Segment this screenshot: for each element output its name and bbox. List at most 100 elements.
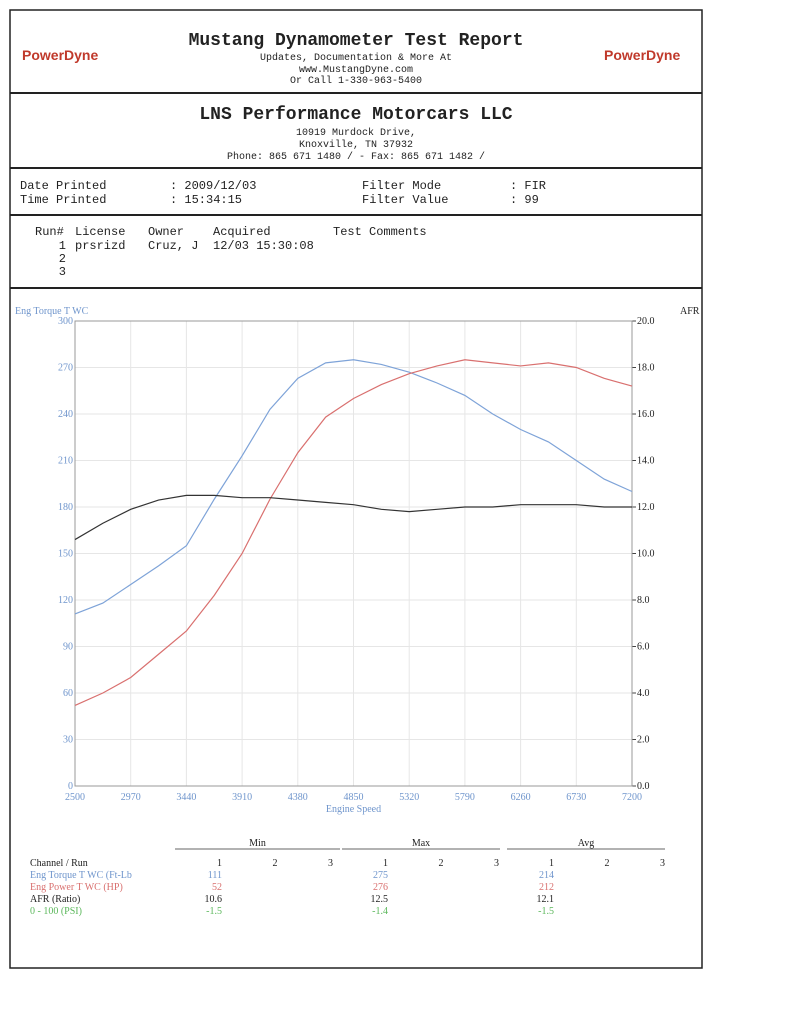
channel-value: 275 — [373, 870, 388, 881]
header-line: Or Call 1-330-963-5400 — [290, 75, 422, 87]
x-tick-label: 4850 — [344, 792, 364, 803]
run-number: 3 — [328, 858, 333, 869]
column-header: Run# — [35, 225, 64, 239]
y2-tick-label: 20.0 — [637, 316, 655, 327]
series-line — [74, 359, 633, 706]
series-line — [74, 494, 632, 541]
y2-tick-label: 2.0 — [637, 735, 650, 746]
y2-tick-label: 4.0 — [637, 688, 650, 699]
shop-name: LNS Performance Motorcars LLC — [199, 105, 512, 125]
run-number: 3 — [494, 858, 499, 869]
y-axis-label: Eng Torque T WC — [15, 306, 89, 317]
group-header: Min — [249, 838, 266, 849]
run-number: 2 — [439, 858, 444, 869]
logo: PowerDyne — [604, 47, 680, 63]
channel-name: Eng Power T WC (HP) — [30, 882, 123, 893]
page-border — [9, 9, 703, 969]
column-header: Test Comments — [333, 225, 427, 239]
shop-line: Knoxville, TN 37932 — [299, 139, 413, 151]
x-tick-label: 3910 — [232, 792, 252, 803]
x-tick-label: 7200 — [622, 792, 642, 803]
y-tick-label: 30 — [63, 735, 73, 746]
column-header: License — [75, 225, 125, 239]
channel-name: AFR (Ratio) — [30, 894, 80, 905]
run-number: 1 — [217, 858, 222, 869]
run-cell: 12/03 15:30:08 — [213, 239, 314, 253]
x-axis-label: Engine Speed — [326, 804, 381, 815]
y-tick-label: 210 — [58, 456, 73, 467]
x-tick-label: 5790 — [455, 792, 475, 803]
run-cell: Cruz, J — [148, 239, 198, 253]
y-tick-label: 0 — [68, 781, 73, 792]
y2-tick-label: 12.0 — [637, 502, 655, 513]
label: Date Printed — [20, 179, 106, 193]
y2-tick-label: 16.0 — [637, 409, 655, 420]
channel-value: 111 — [208, 870, 222, 881]
run-number: 1 — [383, 858, 388, 869]
channel-name: 0 - 100 (PSI) — [30, 906, 82, 917]
x-tick-label: 2500 — [65, 792, 85, 803]
plot-frame — [74, 320, 633, 787]
run-cell: 3 — [59, 265, 66, 279]
y-tick-label: 60 — [63, 688, 73, 699]
channel-value: 212 — [539, 882, 554, 893]
channel-value: -1.4 — [372, 906, 388, 917]
y2-tick-label: 8.0 — [637, 595, 650, 606]
y-tick-label: 120 — [58, 595, 73, 606]
header-line: www.MustangDyne.com — [299, 65, 413, 76]
y2-tick-label: 0.0 — [637, 781, 650, 792]
run-cell: 2 — [59, 252, 66, 266]
channel-value: 12.5 — [371, 894, 389, 905]
channel-value: -1.5 — [538, 906, 554, 917]
group-header: Max — [412, 838, 430, 849]
channel-name: Eng Torque T WC (Ft-Lb — [30, 870, 132, 881]
shop-line: Phone: 865 671 1480 / - Fax: 865 671 148… — [227, 151, 485, 163]
x-tick-label: 6260 — [511, 792, 531, 803]
label: Filter Value — [362, 193, 448, 207]
y2-tick-label: 14.0 — [637, 456, 655, 467]
value: : 15:34:15 — [170, 193, 242, 207]
channel-value: 12.1 — [537, 894, 555, 905]
channel-value: 10.6 — [205, 894, 223, 905]
y-tick-label: 300 — [58, 316, 73, 327]
y2-axis-label: AFR — [680, 306, 700, 317]
run-cell: prsrizd — [75, 239, 125, 253]
y2-tick-label: 6.0 — [637, 642, 650, 653]
column-header: Owner — [148, 225, 184, 239]
x-tick-label: 3440 — [176, 792, 196, 803]
run-cell: 1 — [59, 239, 66, 253]
column-header: Acquired — [213, 225, 271, 239]
shop-line: 10919 Murdock Drive, — [296, 127, 416, 139]
y2-tick-label: 10.0 — [637, 549, 655, 560]
channel-value: 214 — [539, 870, 554, 881]
y-tick-label: 180 — [58, 502, 73, 513]
y2-tick-label: 18.0 — [637, 363, 655, 374]
run-number: 1 — [549, 858, 554, 869]
label: Time Printed — [20, 193, 106, 207]
channel-value: 52 — [212, 882, 222, 893]
table-header: Channel / Run — [30, 858, 88, 869]
value: : 99 — [510, 193, 539, 207]
series-line — [74, 359, 633, 615]
x-tick-label: 4380 — [288, 792, 308, 803]
run-number: 2 — [605, 858, 610, 869]
y-tick-label: 240 — [58, 409, 73, 420]
value: : 2009/12/03 — [170, 179, 256, 193]
run-number: 3 — [660, 858, 665, 869]
group-header: Avg — [578, 838, 594, 849]
y-tick-label: 90 — [63, 642, 73, 653]
run-number: 2 — [273, 858, 278, 869]
header-line: Updates, Documentation & More At — [260, 52, 452, 64]
channel-value: 276 — [373, 882, 388, 893]
logo: PowerDyne — [22, 47, 98, 63]
y-tick-label: 270 — [58, 363, 73, 374]
channel-value: -1.5 — [206, 906, 222, 917]
report-title: Mustang Dynamometer Test Report — [189, 31, 524, 51]
x-tick-label: 2970 — [121, 792, 141, 803]
x-tick-label: 5320 — [399, 792, 419, 803]
y-tick-label: 150 — [58, 549, 73, 560]
value: : FIR — [510, 179, 546, 193]
x-tick-label: 6730 — [566, 792, 586, 803]
label: Filter Mode — [362, 179, 441, 193]
